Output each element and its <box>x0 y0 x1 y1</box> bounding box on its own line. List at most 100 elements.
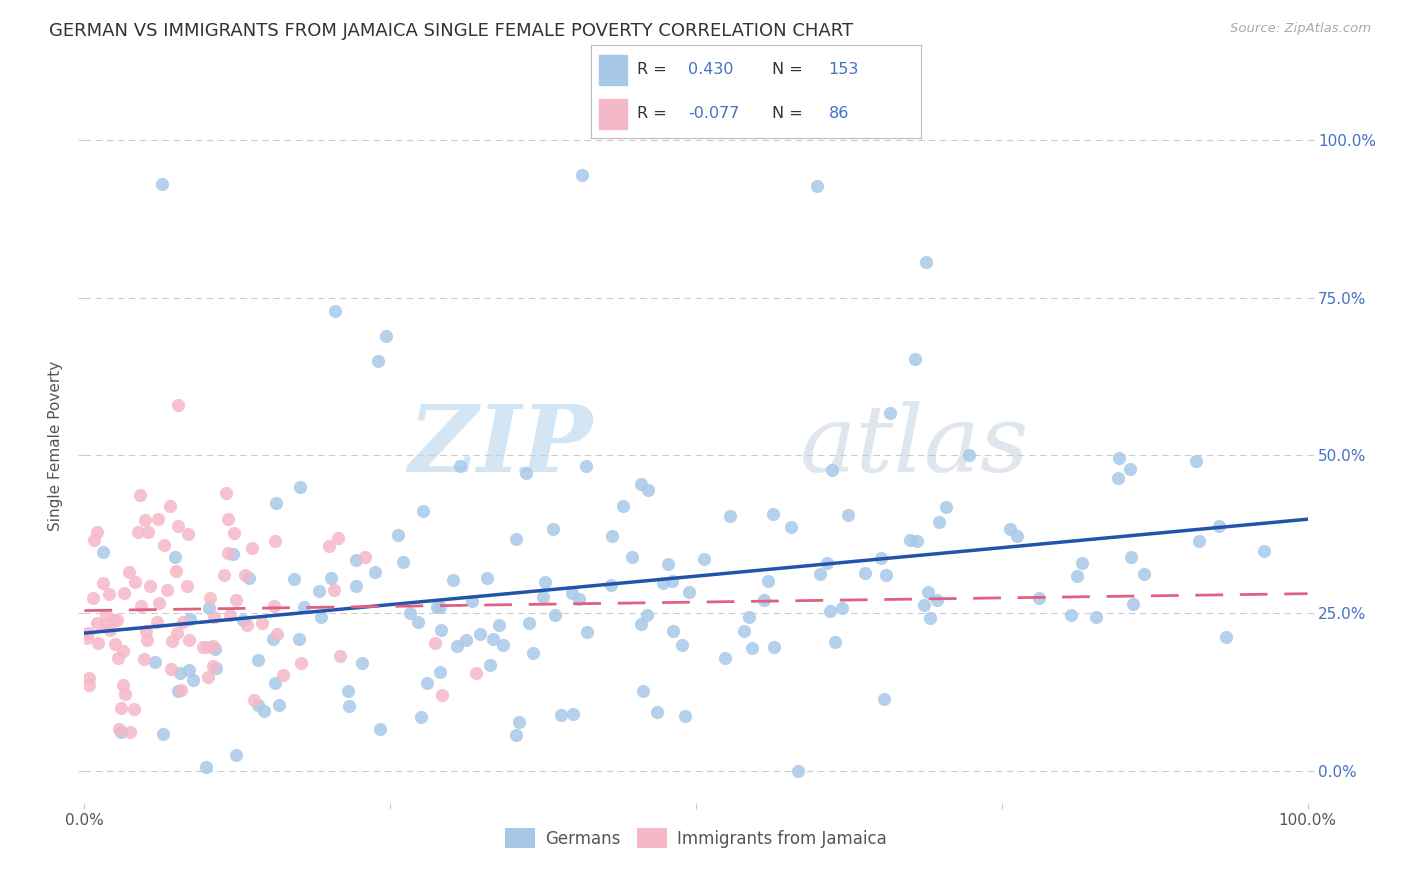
Point <box>671 638 693 652</box>
Point <box>240 541 263 555</box>
FancyBboxPatch shape <box>599 55 627 85</box>
Point <box>250 615 273 630</box>
Point <box>470 626 492 640</box>
Point <box>449 458 471 473</box>
Point <box>264 676 287 690</box>
Point <box>204 642 226 657</box>
Point <box>1215 630 1237 644</box>
Point <box>718 508 741 523</box>
Point <box>461 594 484 608</box>
Point <box>898 533 921 548</box>
Point <box>1066 568 1088 582</box>
Point <box>914 255 936 269</box>
Point <box>482 632 505 646</box>
Point <box>429 665 451 680</box>
Point <box>456 632 478 647</box>
Point <box>288 632 311 646</box>
Point <box>129 599 152 614</box>
Point <box>83 533 105 547</box>
Point <box>224 525 246 540</box>
Point <box>114 687 136 701</box>
Point <box>215 485 238 500</box>
Point <box>212 568 235 582</box>
Point <box>531 591 554 605</box>
Point <box>630 476 652 491</box>
Point <box>824 634 846 648</box>
Point <box>387 528 409 542</box>
Point <box>412 504 434 518</box>
Point <box>879 406 901 420</box>
Point <box>98 623 121 637</box>
Point <box>657 557 679 571</box>
Point <box>266 627 288 641</box>
Point <box>815 556 838 570</box>
Point <box>957 448 980 462</box>
Point <box>179 612 201 626</box>
Point <box>1085 609 1108 624</box>
Point <box>818 604 841 618</box>
Point <box>779 520 801 534</box>
Text: Source: ZipAtlas.com: Source: ZipAtlas.com <box>1230 22 1371 36</box>
Point <box>225 748 247 763</box>
Point <box>1108 451 1130 466</box>
Point <box>561 586 583 600</box>
Point <box>873 692 896 706</box>
Point <box>869 551 891 566</box>
Point <box>195 760 218 774</box>
Point <box>160 634 183 648</box>
Point <box>153 538 176 552</box>
Point <box>105 613 128 627</box>
Point <box>112 678 135 692</box>
Point <box>1122 597 1144 611</box>
Point <box>741 641 763 656</box>
Point <box>631 684 654 698</box>
Point <box>181 673 204 687</box>
Point <box>118 565 141 579</box>
Point <box>368 722 391 736</box>
Point <box>505 532 527 546</box>
Point <box>329 648 352 663</box>
Point <box>714 651 737 665</box>
Point <box>124 575 146 590</box>
Point <box>1188 534 1211 549</box>
Point <box>288 480 311 494</box>
Point <box>177 633 200 648</box>
FancyBboxPatch shape <box>599 99 627 129</box>
Point <box>166 398 188 412</box>
Point <box>692 552 714 566</box>
Point <box>122 702 145 716</box>
Point <box>1208 518 1230 533</box>
Point <box>492 638 515 652</box>
Point <box>94 607 117 622</box>
Point <box>264 496 287 510</box>
Point <box>367 354 389 368</box>
Point <box>647 706 669 720</box>
Point <box>176 579 198 593</box>
Point <box>661 574 683 588</box>
Point <box>508 714 530 729</box>
Point <box>238 571 260 585</box>
Point <box>219 607 242 622</box>
Point <box>636 608 658 623</box>
Point <box>292 600 315 615</box>
Point <box>806 178 828 193</box>
Point <box>135 624 157 639</box>
Point <box>156 582 179 597</box>
Point <box>917 585 939 599</box>
Point <box>354 550 377 565</box>
Point <box>837 508 859 523</box>
Point <box>253 705 276 719</box>
Point <box>247 653 270 667</box>
Point <box>177 527 200 541</box>
Point <box>201 639 224 653</box>
Point <box>202 609 225 624</box>
Point <box>808 566 831 581</box>
Point <box>290 656 312 670</box>
Point <box>309 610 332 624</box>
Point <box>1184 454 1206 468</box>
Point <box>754 592 776 607</box>
Point <box>344 553 367 567</box>
Point <box>821 463 844 477</box>
Point <box>166 626 188 640</box>
Text: atlas: atlas <box>800 401 1029 491</box>
